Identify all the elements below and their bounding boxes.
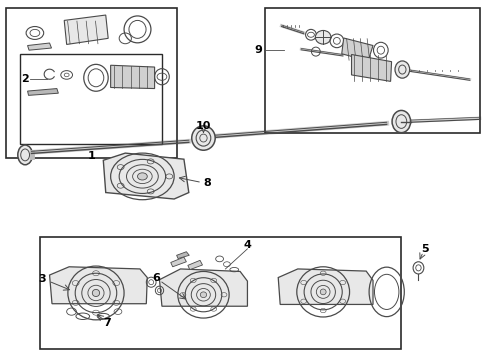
- Text: 7: 7: [103, 319, 111, 328]
- Polygon shape: [171, 257, 186, 267]
- Ellipse shape: [192, 126, 215, 150]
- Polygon shape: [342, 38, 373, 61]
- Polygon shape: [159, 269, 247, 306]
- Text: 9: 9: [254, 45, 262, 55]
- Polygon shape: [188, 260, 202, 270]
- Bar: [265, 8, 480, 134]
- Ellipse shape: [316, 31, 331, 44]
- Ellipse shape: [18, 145, 32, 165]
- Bar: [40, 237, 401, 348]
- Ellipse shape: [395, 61, 410, 78]
- Text: 10: 10: [196, 121, 211, 131]
- Polygon shape: [49, 267, 147, 304]
- Text: 2: 2: [21, 74, 28, 84]
- Polygon shape: [351, 54, 392, 81]
- Ellipse shape: [392, 111, 411, 133]
- Polygon shape: [176, 252, 189, 258]
- Ellipse shape: [320, 289, 326, 295]
- Text: 5: 5: [421, 244, 429, 254]
- Text: 1: 1: [87, 151, 95, 161]
- Polygon shape: [27, 89, 58, 95]
- Bar: [5, 8, 176, 158]
- Text: 8: 8: [203, 177, 211, 188]
- Ellipse shape: [138, 173, 147, 180]
- Text: 6: 6: [152, 273, 160, 283]
- Bar: [20, 54, 162, 144]
- Polygon shape: [111, 65, 155, 89]
- Text: 3: 3: [38, 274, 46, 284]
- Polygon shape: [103, 153, 189, 199]
- Polygon shape: [27, 43, 51, 50]
- Polygon shape: [278, 269, 373, 305]
- Ellipse shape: [92, 289, 99, 297]
- Ellipse shape: [200, 292, 207, 298]
- Polygon shape: [64, 15, 108, 44]
- Text: 4: 4: [244, 240, 251, 250]
